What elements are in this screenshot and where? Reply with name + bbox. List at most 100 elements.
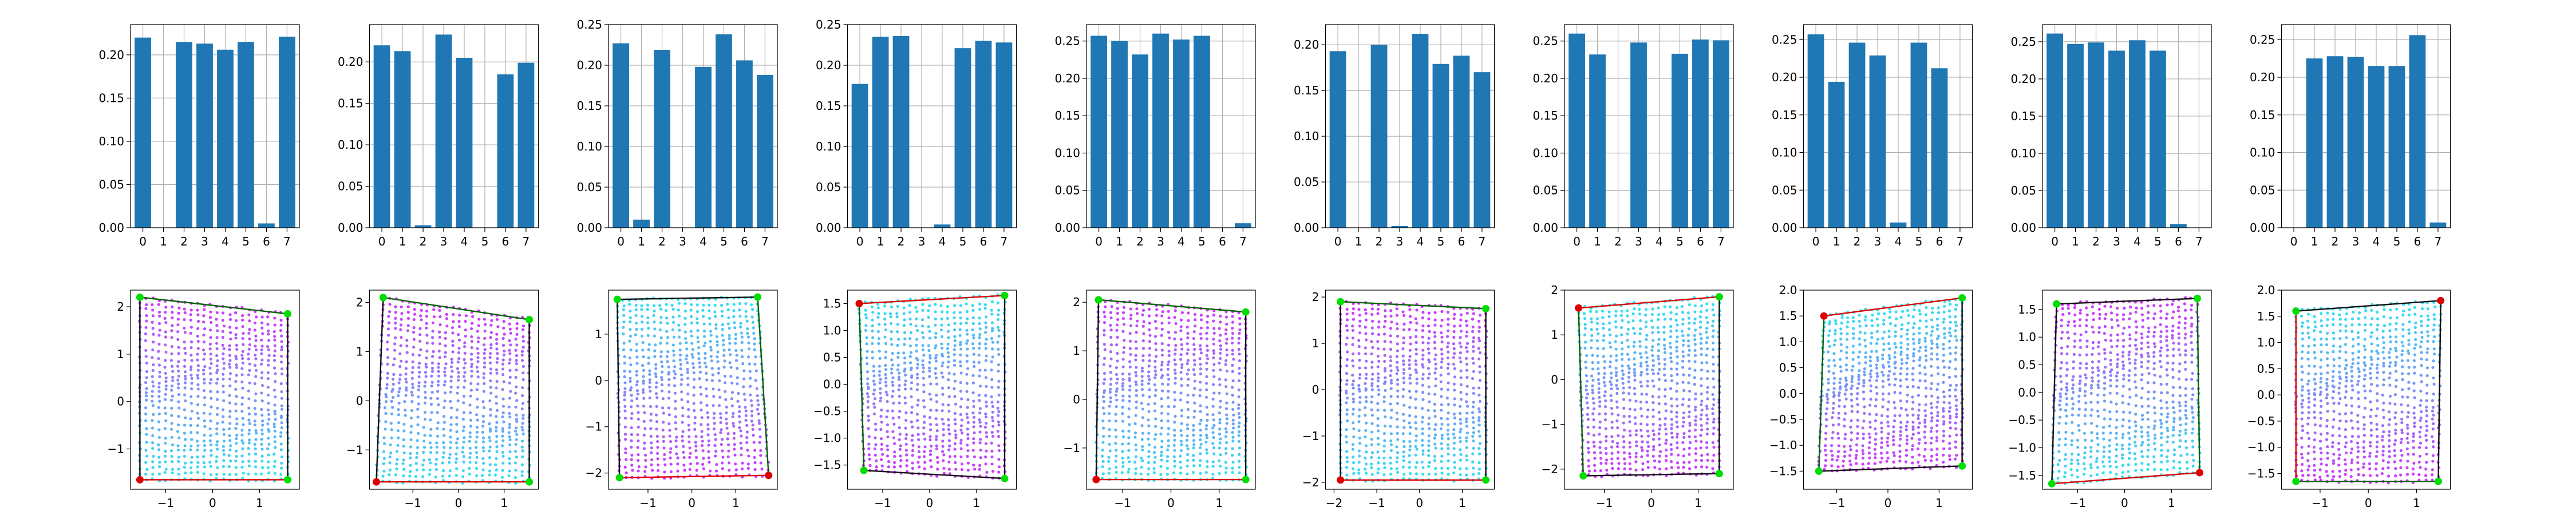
bar — [2409, 35, 2426, 228]
scatter-point — [475, 455, 479, 459]
scatter-point — [1204, 395, 1208, 399]
scatter-point — [623, 390, 627, 394]
scatter-point — [984, 442, 988, 446]
scatter-point — [451, 360, 454, 364]
scatter-point — [1147, 402, 1150, 406]
scatter-point — [260, 442, 263, 446]
scatter-point — [388, 461, 392, 465]
scatter-point — [710, 379, 714, 382]
scatter-point — [1128, 339, 1132, 343]
scatter-point — [222, 362, 226, 365]
scatter-point — [240, 465, 244, 469]
scatter-point — [723, 359, 726, 363]
scatter-point — [176, 330, 180, 334]
scatter-point — [716, 350, 720, 354]
scatter-point — [495, 342, 499, 346]
scatter-point — [896, 330, 899, 334]
scatter-point — [434, 468, 438, 472]
x-tick-label: 5 — [2154, 235, 2162, 248]
bar — [1173, 39, 1190, 228]
scatter-point — [635, 355, 639, 359]
scatter-point — [216, 390, 219, 394]
y-tick-label: 2 — [1073, 295, 1080, 309]
scatter-point — [973, 455, 976, 458]
scatter-point — [1212, 391, 1216, 395]
scatter-point — [422, 426, 425, 429]
scatter-point — [708, 309, 711, 312]
scatter-point — [1193, 401, 1196, 405]
scatter-point — [966, 449, 970, 453]
scatter-point — [959, 316, 962, 320]
scatter-point — [247, 441, 251, 445]
scatter-point — [897, 415, 901, 419]
scatter-point — [896, 363, 900, 367]
scatter-point — [1408, 363, 1411, 367]
scatter-point — [229, 444, 232, 447]
scatter-point — [1237, 412, 1240, 415]
scatter-point — [425, 322, 428, 325]
scatter-point — [1127, 470, 1130, 474]
scatter-point — [424, 396, 427, 399]
scatter-point — [1155, 327, 1158, 330]
scatter-point — [915, 328, 919, 332]
scatter-point — [1194, 324, 1197, 328]
scatter-point — [1452, 356, 1455, 359]
scatter-point — [1370, 455, 1373, 459]
scatter-point — [1345, 336, 1349, 340]
scatter-point — [1127, 407, 1131, 411]
scatter-point — [1396, 402, 1400, 405]
scatter-point — [734, 348, 738, 352]
scatter-point — [1205, 375, 1208, 378]
scatter-point — [680, 398, 683, 402]
scatter-point — [280, 345, 284, 348]
scatter-point — [1384, 415, 1387, 419]
scatter-point — [501, 367, 505, 371]
scatter-point — [903, 318, 906, 322]
scatter-point — [1237, 336, 1240, 340]
scatter-point — [435, 451, 438, 454]
y-tick-label: 2 — [1551, 283, 1558, 297]
scatter-point — [455, 446, 459, 450]
scatter-point — [655, 405, 658, 409]
scatter-point — [1452, 317, 1456, 320]
scatter-point — [1166, 373, 1170, 377]
scatter-point — [1376, 372, 1380, 375]
scatter-point — [935, 409, 938, 412]
scatter-point — [494, 463, 497, 466]
scatter-point — [1477, 386, 1481, 390]
scatter-point — [736, 367, 739, 370]
scatter-point — [1141, 459, 1144, 462]
bar — [1828, 81, 1845, 228]
scatter-point — [1153, 319, 1157, 323]
scatter-point — [475, 430, 479, 434]
scatter-point — [908, 337, 912, 340]
scatter-point — [260, 348, 263, 351]
x-tick-label: 5 — [720, 235, 728, 248]
scatter-point — [1389, 402, 1392, 406]
scatter-point — [501, 362, 505, 366]
x-tick-label: 7 — [1717, 235, 1725, 248]
scatter-point — [1377, 388, 1381, 392]
scatter-point — [996, 318, 1000, 321]
scatter-point — [866, 350, 869, 353]
scatter-point — [1370, 443, 1373, 446]
scatter-point — [875, 465, 878, 469]
scatter-point — [1153, 394, 1157, 397]
scatter-point — [240, 380, 244, 384]
scatter-point — [215, 413, 219, 416]
scatter-point — [723, 381, 727, 385]
scatter-point — [653, 334, 656, 338]
scatter-point — [234, 427, 238, 430]
scatter-point — [1402, 387, 1405, 391]
scatter-point — [448, 469, 452, 473]
scatter-point — [892, 401, 895, 405]
scatter-point — [1433, 347, 1437, 350]
scatter-point — [463, 341, 467, 344]
scatter-point — [1345, 466, 1349, 469]
scatter-point — [1212, 349, 1215, 352]
scatter-point — [430, 385, 433, 388]
scatter-point — [1465, 473, 1468, 477]
scatter-point — [1153, 445, 1157, 449]
scatter-point — [1204, 382, 1208, 385]
